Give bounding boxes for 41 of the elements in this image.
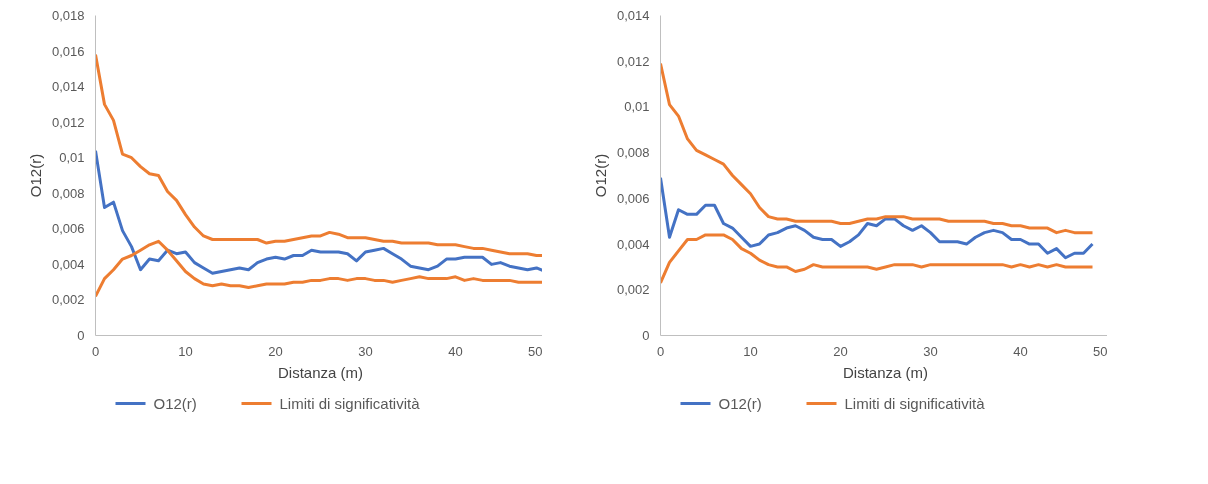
x-tick-label: 20 <box>268 343 283 359</box>
y-tick-label: 0,006 <box>616 190 650 206</box>
y-tick-label: 0,012 <box>51 114 85 130</box>
y-tick-label: 0,016 <box>51 43 85 59</box>
x-tick-label: 30 <box>923 343 938 359</box>
x-tick-label: 40 <box>448 343 463 359</box>
x-tick-label: 20 <box>833 343 848 359</box>
line-series <box>660 176 1094 260</box>
y-tick-label: 0,012 <box>616 53 650 69</box>
x-tick-label: 10 <box>178 343 193 359</box>
y-tick-label: 0 <box>642 328 650 343</box>
y-tick-label: 0,014 <box>616 8 650 23</box>
y-tick-label: 0,018 <box>51 8 85 23</box>
legend-label: Limiti di significatività <box>279 395 421 412</box>
y-tick-label: 0,002 <box>51 292 85 308</box>
legend-label: O12(r) <box>153 395 197 412</box>
y-tick-label: 0,01 <box>59 150 85 166</box>
legend-label: O12(r) <box>718 395 762 412</box>
y-tick-label: 0,002 <box>616 282 650 298</box>
x-tick-label: 50 <box>1093 343 1108 359</box>
x-tick-label: 0 <box>91 343 100 359</box>
y-tick-label: 0,014 <box>51 79 85 95</box>
y-tick-label: 0,01 <box>624 99 650 115</box>
y-tick-label: 0,008 <box>51 185 85 201</box>
y-tick-label: 0,004 <box>616 236 650 252</box>
y-tick-label: 0,004 <box>51 256 85 272</box>
y-axis-title: O12(r) <box>26 153 44 198</box>
x-tick-label: 30 <box>358 343 373 359</box>
legend-label: Limiti di significatività <box>844 395 986 412</box>
x-tick-label: 40 <box>1013 343 1028 359</box>
y-tick-label: 0,006 <box>51 221 85 237</box>
line-series <box>660 62 1094 235</box>
y-axis-title: O12(r) <box>591 153 609 198</box>
x-axis-title: Distanza (m) <box>842 363 929 381</box>
x-tick-label: 10 <box>743 343 758 359</box>
y-tick-label: 0,008 <box>616 145 650 161</box>
x-tick-label: 50 <box>528 343 543 359</box>
y-tick-label: 0 <box>77 328 85 343</box>
x-axis-title: Distanza (m) <box>277 363 364 381</box>
line-series <box>660 233 1094 285</box>
x-tick-label: 0 <box>656 343 665 359</box>
